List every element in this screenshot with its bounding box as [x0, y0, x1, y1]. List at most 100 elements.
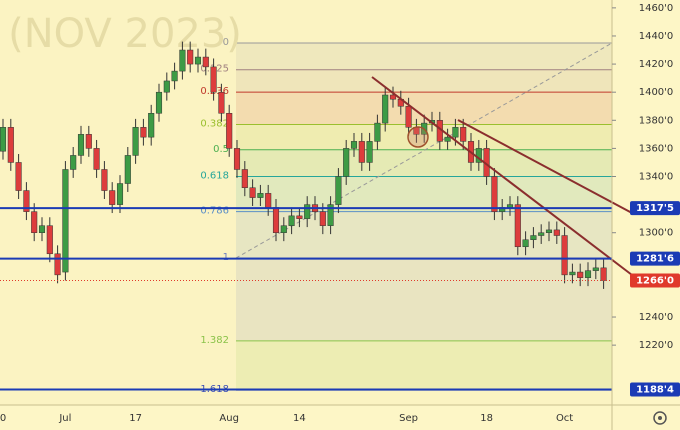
candle-body	[140, 127, 147, 138]
settings-button[interactable]	[653, 411, 667, 425]
candle-body	[304, 204, 311, 219]
candle-body	[0, 127, 7, 152]
candle-body	[163, 80, 170, 93]
candle-body	[545, 229, 553, 233]
candle-body	[280, 225, 287, 233]
candle-body	[577, 271, 584, 278]
marker-circle	[407, 126, 429, 148]
candle-body	[592, 267, 599, 271]
y-tick-label: 1240'0	[639, 312, 674, 323]
candle-body	[444, 136, 451, 142]
fib-label: 1.382	[200, 335, 229, 346]
candle-body	[265, 193, 272, 208]
candle-body	[23, 190, 30, 212]
fib-trend	[235, 42, 613, 259]
candle-body	[319, 211, 326, 226]
candle-body	[460, 127, 467, 142]
candle-body	[538, 232, 545, 236]
price-lines: 1317'5 1281'6 1188'4 1266'0	[0, 201, 680, 397]
candle-body	[38, 225, 46, 233]
x-tick-label: Oct	[556, 413, 573, 424]
fib-band	[236, 176, 612, 212]
candle-body	[210, 66, 217, 93]
fib-label: 0.618	[200, 171, 229, 182]
price-label-box	[630, 273, 680, 288]
candle-body	[358, 141, 365, 163]
y-tick-label: 1300'0	[639, 228, 674, 239]
candle-body	[350, 141, 358, 149]
price-label: 1188'4	[636, 385, 674, 396]
fib-label: 0.786	[200, 206, 229, 217]
price-label-box	[630, 382, 680, 397]
y-tick-label: 1360'0	[639, 143, 674, 154]
x-tick-label: 0	[0, 413, 6, 424]
candle-body	[296, 215, 303, 219]
candle-body	[522, 239, 529, 248]
candle-body	[46, 225, 53, 255]
candle-body	[249, 187, 256, 198]
candle-body	[7, 127, 14, 163]
candle-body	[491, 176, 498, 212]
candle-body	[85, 134, 92, 149]
price-label-box	[630, 251, 680, 266]
gear-center[interactable]	[658, 416, 662, 420]
candle-body	[452, 127, 459, 138]
candle-body	[405, 105, 412, 128]
candle-body	[194, 56, 202, 65]
candle-body	[15, 162, 22, 191]
candle-body	[389, 94, 397, 100]
candle-body	[171, 70, 178, 82]
fib-band	[236, 43, 612, 70]
candle-body	[382, 94, 389, 124]
candle-body	[343, 148, 350, 177]
fib-band	[236, 258, 612, 341]
candle-body	[124, 155, 131, 184]
candle-body	[233, 148, 241, 170]
trendline	[371, 76, 633, 276]
candle-body	[93, 148, 100, 170]
candle-body	[257, 193, 264, 198]
y-tick-label: 1340'0	[639, 172, 674, 183]
trendline	[457, 119, 633, 214]
candle-body	[226, 113, 233, 149]
candle-body	[272, 207, 280, 233]
fib-label: 0.382	[200, 119, 229, 130]
y-tick-label: 1380'0	[639, 115, 674, 126]
candle-body	[584, 270, 592, 278]
candle-body	[148, 113, 155, 138]
y-tick-label: 1400'0	[639, 87, 674, 98]
axes: 1460'0 1440'0 1420'0 1400'0 1380'0 1360'0 1340…	[0, 3, 673, 424]
candle-body	[569, 271, 576, 276]
x-tick-label: Aug	[219, 413, 239, 424]
candle-body	[366, 141, 373, 163]
price-label: 1281'6	[636, 254, 674, 265]
candle-body	[101, 169, 108, 191]
candle-body	[218, 91, 225, 114]
candle-body	[514, 204, 521, 248]
fib-band	[236, 149, 612, 177]
candle-body	[327, 204, 334, 226]
candle-body	[179, 49, 186, 72]
fib-label: 0.5	[213, 144, 229, 155]
price-label: 1317'5	[636, 203, 674, 214]
y-tick-label: 1220'0	[639, 340, 674, 351]
candle-body	[600, 267, 607, 281]
x-tick-label: Sep	[399, 413, 418, 424]
candle-body	[241, 169, 248, 188]
candle-body	[62, 169, 69, 273]
gear-icon[interactable]	[653, 411, 667, 425]
x-tick-label: 14	[293, 413, 306, 424]
x-tick-label: 17	[129, 413, 142, 424]
candle-body	[530, 235, 537, 240]
price-label: 1266'0	[636, 275, 674, 286]
candle-body	[132, 127, 139, 156]
y-tick-label: 1460'0	[639, 3, 674, 14]
candle-body	[155, 91, 163, 114]
candle-body	[109, 190, 116, 205]
candle-body	[202, 56, 209, 68]
watermark: S (NOV 2023)	[0, 11, 242, 57]
fib-label: 0	[223, 37, 229, 48]
candle-body	[561, 235, 568, 276]
fib-band	[236, 340, 612, 391]
